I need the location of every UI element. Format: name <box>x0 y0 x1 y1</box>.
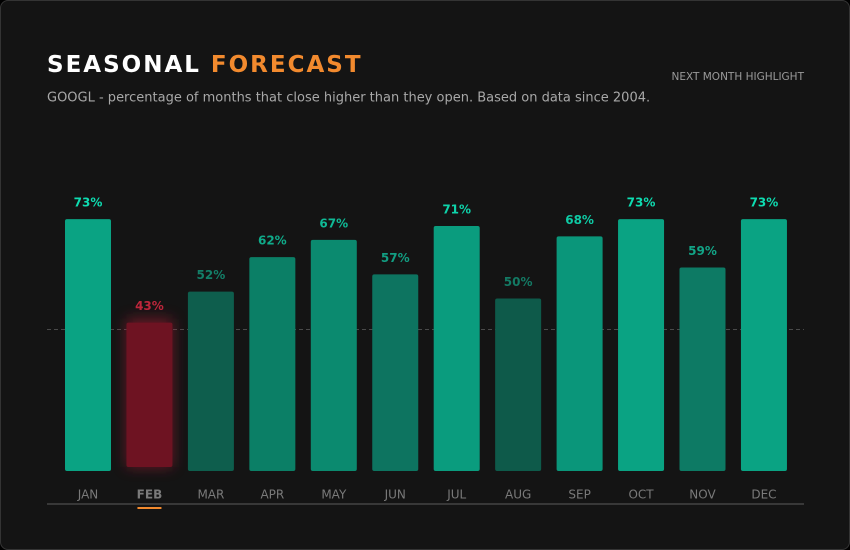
bar <box>65 219 111 471</box>
value-label: 71% <box>442 203 471 217</box>
bar <box>126 322 173 467</box>
bar <box>372 274 419 471</box>
value-label: 43% <box>135 299 164 313</box>
value-label: 62% <box>258 234 287 248</box>
title-accent: FORECAST <box>211 52 363 78</box>
bar <box>556 236 603 471</box>
note: NEXT MONTH HIGHLIGHT <box>672 71 805 83</box>
x-tick-label: MAY <box>321 488 347 502</box>
x-tick-label: MAR <box>197 488 224 502</box>
x-tick-label: AUG <box>505 488 531 502</box>
chart-title: SEASONAL FORECAST <box>47 52 363 78</box>
bar <box>495 298 542 471</box>
bar <box>740 219 787 471</box>
value-label: 67% <box>319 216 348 230</box>
value-label: 50% <box>504 275 533 289</box>
x-tick-label: DEC <box>751 488 776 502</box>
x-tick-label: NOV <box>689 488 716 502</box>
value-label: 57% <box>381 251 410 265</box>
title-main: SEASONAL <box>47 52 201 78</box>
x-tick-label: OCT <box>628 488 654 502</box>
x-tick-label: JAN <box>77 488 99 502</box>
value-label: 68% <box>565 213 594 227</box>
x-tick-label: FEB <box>137 488 163 502</box>
x-tick-label: JUL <box>446 488 466 502</box>
bar <box>187 291 234 471</box>
value-label: 73% <box>74 196 103 210</box>
value-label: 52% <box>197 268 226 282</box>
bar <box>618 219 665 471</box>
x-tick-label: APR <box>260 488 284 502</box>
x-tick-label: JUN <box>384 488 406 502</box>
value-label: 73% <box>750 196 779 210</box>
bar <box>433 226 480 471</box>
x-tick-label: SEP <box>568 488 590 502</box>
bar <box>679 267 726 471</box>
value-label: 73% <box>627 196 656 210</box>
value-label: 59% <box>688 244 717 258</box>
bar <box>249 257 296 471</box>
subtitle: GOOGL - percentage of months that close … <box>47 91 650 106</box>
bar <box>310 239 357 471</box>
